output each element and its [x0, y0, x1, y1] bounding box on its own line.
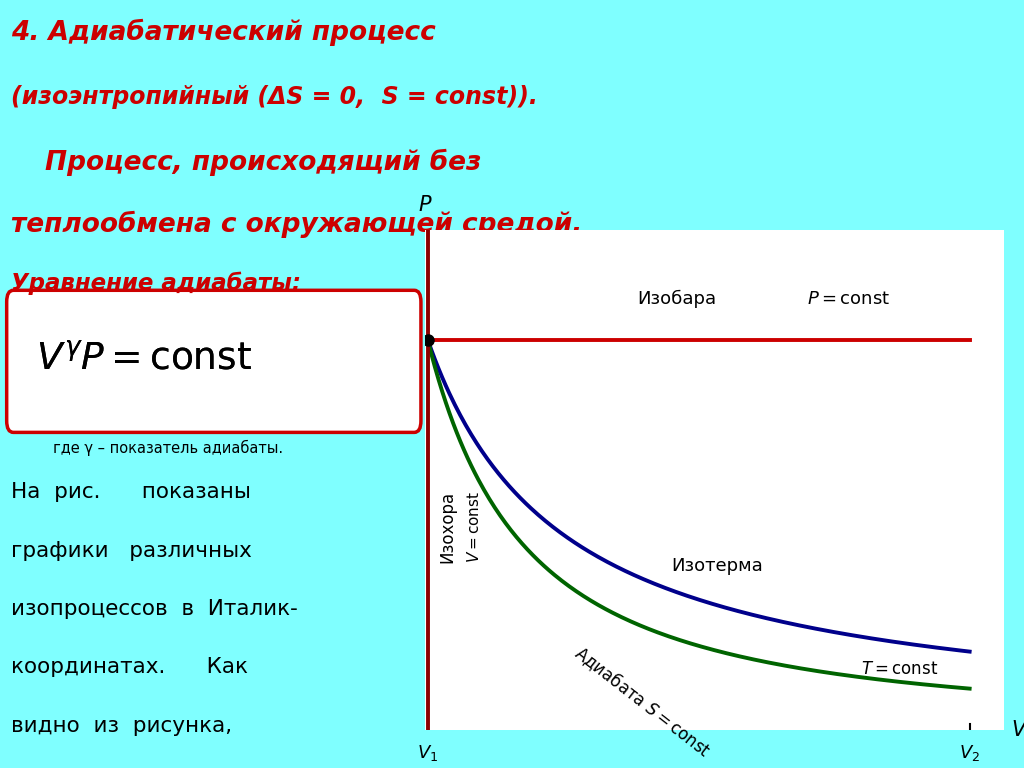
Text: графики   различных: графики различных — [11, 541, 252, 561]
Text: (изоэнтропийный (ΔS = 0,  S = const)).: (изоэнтропийный (ΔS = 0, S = const)). — [11, 85, 538, 109]
Text: Уравнение адиабаты:: Уравнение адиабаты: — [11, 271, 301, 294]
Text: $V^{\gamma}P = \mathrm{const}$: $V^{\gamma}P = \mathrm{const}$ — [36, 342, 252, 377]
Text: 4. Адиабатический процесс: 4. Адиабатический процесс — [11, 19, 436, 46]
FancyBboxPatch shape — [7, 290, 421, 432]
Text: координатах.      Как: координатах. Как — [11, 657, 248, 677]
Text: изопроцессов  в  Италик-: изопроцессов в Италик- — [11, 599, 298, 619]
Text: $V^{\gamma}P = \mathrm{const}$: $V^{\gamma}P = \mathrm{const}$ — [36, 342, 252, 377]
Text: $P = \mathrm{const}$: $P = \mathrm{const}$ — [807, 290, 890, 309]
Text: $V_2$: $V_2$ — [959, 743, 980, 763]
Text: $V$: $V$ — [1011, 720, 1024, 740]
Text: Изотерма: Изотерма — [672, 557, 763, 574]
Text: где γ – показатель адиабаты.: где γ – показатель адиабаты. — [53, 440, 284, 456]
Text: Процесс, происходящий без: Процесс, происходящий без — [45, 148, 481, 176]
Text: Изохора: Изохора — [438, 491, 457, 563]
Text: $V_1$: $V_1$ — [417, 743, 438, 763]
Text: $T = \mathrm{const}$: $T = \mathrm{const}$ — [861, 660, 938, 678]
Text: $P$: $P$ — [418, 195, 432, 215]
Text: На  рис.      показаны: На рис. показаны — [11, 482, 251, 502]
Text: теплообмена с окружающей средой.: теплообмена с окружающей средой. — [11, 211, 583, 239]
Text: видно  из  рисунка,: видно из рисунка, — [11, 716, 232, 736]
Text: Изобара: Изобара — [638, 290, 717, 309]
Text: Адиабата $S = \mathrm{const}$: Адиабата $S = \mathrm{const}$ — [570, 642, 715, 762]
Text: $V = \mathrm{const}$: $V = \mathrm{const}$ — [466, 491, 481, 563]
